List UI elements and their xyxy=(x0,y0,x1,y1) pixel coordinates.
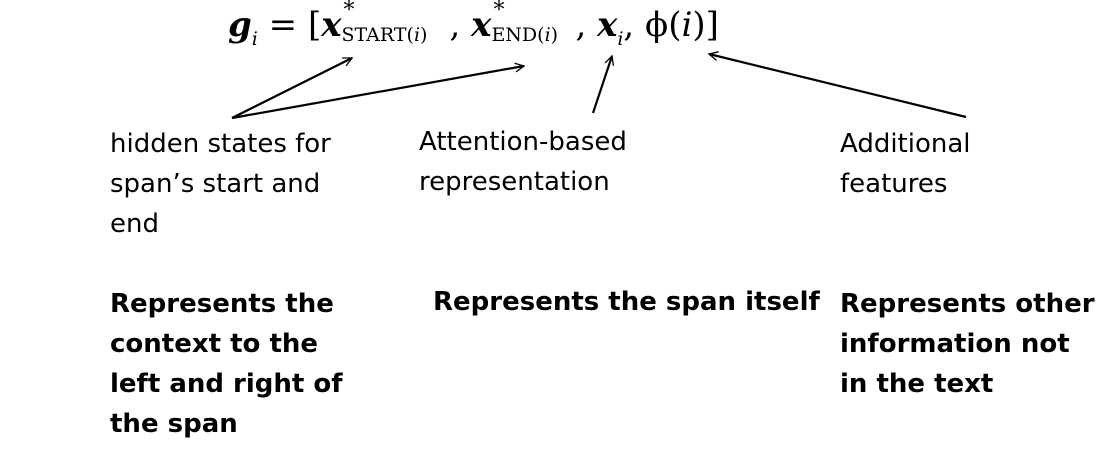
formula-phi-arg: i xyxy=(681,5,693,45)
span-itself-description: Represents the span itself xyxy=(433,287,820,317)
other-info-description: Represents other information not in the … xyxy=(840,289,1095,399)
hidden-states-label: hidden states for span’s start and end xyxy=(110,129,331,239)
arrow-to-phi xyxy=(709,54,967,119)
span-representation-formula: gi = [x*START(i), x*END(i), xi, ϕ(i)] xyxy=(228,0,719,62)
formula-x-start: x xyxy=(321,5,342,45)
formula-end-scripts: * END(i) xyxy=(491,0,575,46)
formula-phi: ϕ( xyxy=(645,5,682,45)
formula-comma-1: , xyxy=(449,5,461,45)
arrow-to-x-hat xyxy=(591,56,612,114)
arrow-to-x-end xyxy=(231,66,524,120)
formula-close: )] xyxy=(692,5,719,45)
formula-end-subscript: END(i) xyxy=(491,24,559,46)
formula-end-star: * xyxy=(493,0,505,23)
arrow-to-x-start xyxy=(231,57,352,119)
formula-g-subscript: i xyxy=(251,28,258,50)
formula-comma-3: , xyxy=(623,5,635,45)
formula-g: g xyxy=(228,5,252,45)
additional-features-label: Additional features xyxy=(840,129,971,199)
formula-start-star: * xyxy=(343,0,355,23)
formula-comma-2: , xyxy=(575,5,587,45)
formula-start-scripts: * START(i) xyxy=(341,0,450,46)
formula-x-end: x xyxy=(471,5,492,45)
formula-equals: = xyxy=(268,5,298,45)
formula-open-bracket: [ xyxy=(307,5,322,45)
attention-label: Attention-based representation xyxy=(419,127,627,197)
formula-x-hat-subscript: i xyxy=(617,28,624,50)
context-description: Represents the context to the left and r… xyxy=(110,289,343,439)
formula-start-subscript: START(i) xyxy=(341,24,428,46)
formula-x-hat: x xyxy=(597,0,621,42)
